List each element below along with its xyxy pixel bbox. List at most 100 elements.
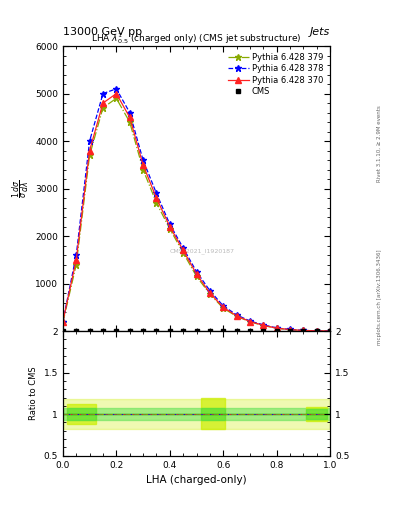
Line: CMS: CMS [61, 329, 332, 333]
X-axis label: LHA (charged-only): LHA (charged-only) [146, 475, 247, 485]
CMS [194, 328, 199, 334]
CMS [74, 328, 79, 334]
Pythia 6.428 378 [61, 318, 65, 325]
Pythia 6.428 379 [274, 325, 279, 331]
Pythia 6.428 379 [221, 305, 226, 311]
Y-axis label: Ratio to CMS: Ratio to CMS [29, 367, 38, 420]
Pythia 6.428 370 [154, 195, 159, 201]
Pythia 6.428 378 [248, 318, 252, 324]
Legend: Pythia 6.428 379, Pythia 6.428 378, Pythia 6.428 370, CMS: Pythia 6.428 379, Pythia 6.428 378, Pyth… [225, 50, 326, 99]
Pythia 6.428 378 [127, 110, 132, 116]
Pythia 6.428 370 [208, 290, 212, 296]
Pythia 6.428 378 [234, 312, 239, 318]
Pythia 6.428 379 [328, 328, 332, 334]
Pythia 6.428 378 [101, 91, 105, 97]
Text: 13000 GeV pp: 13000 GeV pp [63, 27, 142, 37]
Pythia 6.428 370 [181, 247, 185, 253]
Pythia 6.428 378 [141, 157, 145, 163]
Pythia 6.428 379 [101, 105, 105, 111]
CMS [221, 328, 226, 334]
CMS [274, 328, 279, 334]
Pythia 6.428 379 [167, 226, 172, 232]
Pythia 6.428 378 [87, 138, 92, 144]
Pythia 6.428 378 [167, 221, 172, 227]
CMS [114, 328, 119, 334]
CMS [208, 328, 212, 334]
Bar [67, 404, 96, 424]
Pythia 6.428 379 [181, 249, 185, 255]
Pythia 6.428 379 [154, 200, 159, 206]
CMS [234, 328, 239, 334]
Pythia 6.428 379 [194, 273, 199, 280]
Pythia 6.428 378 [221, 303, 226, 309]
Pythia 6.428 379 [248, 318, 252, 325]
Pythia 6.428 379 [208, 291, 212, 297]
CMS [141, 328, 145, 334]
Pythia 6.428 379 [61, 319, 65, 326]
CMS [181, 328, 185, 334]
CMS [314, 328, 319, 334]
CMS [301, 328, 306, 334]
CMS [154, 328, 159, 334]
Bar [67, 408, 96, 420]
Pythia 6.428 379 [234, 313, 239, 319]
Pythia 6.428 379 [87, 152, 92, 158]
CMS [261, 328, 266, 334]
Pythia 6.428 370 [314, 328, 319, 334]
Pythia 6.428 370 [288, 327, 292, 333]
Pythia 6.428 379 [141, 166, 145, 173]
Text: mcplots.cern.ch [arXiv:1306.3436]: mcplots.cern.ch [arXiv:1306.3436] [377, 249, 382, 345]
Pythia 6.428 378 [328, 328, 332, 334]
Pythia 6.428 378 [314, 328, 319, 334]
Pythia 6.428 379 [314, 328, 319, 334]
Pythia 6.428 379 [301, 328, 306, 334]
Pythia 6.428 379 [288, 327, 292, 333]
Pythia 6.428 370 [274, 325, 279, 331]
Pythia 6.428 370 [61, 318, 65, 325]
Pythia 6.428 370 [114, 91, 119, 97]
Pythia 6.428 370 [87, 147, 92, 154]
Pythia 6.428 378 [274, 325, 279, 331]
Text: Jets: Jets [310, 27, 330, 37]
Line: Pythia 6.428 378: Pythia 6.428 378 [60, 86, 333, 334]
Line: Pythia 6.428 370: Pythia 6.428 370 [60, 91, 333, 334]
Bar [306, 408, 327, 421]
Text: CMS_2021_I1920187: CMS_2021_I1920187 [169, 248, 234, 254]
Bar [63, 399, 330, 429]
Pythia 6.428 378 [194, 269, 199, 275]
CMS [61, 328, 65, 334]
Title: LHA $\lambda^1_{0.5}$ (charged only) (CMS jet substructure): LHA $\lambda^1_{0.5}$ (charged only) (CM… [91, 31, 302, 46]
Bar [63, 408, 330, 420]
Pythia 6.428 370 [328, 328, 332, 334]
Pythia 6.428 378 [261, 322, 266, 328]
Pythia 6.428 370 [234, 313, 239, 319]
Pythia 6.428 370 [261, 322, 266, 328]
Pythia 6.428 370 [248, 318, 252, 325]
Pythia 6.428 370 [221, 304, 226, 310]
CMS [328, 328, 332, 334]
CMS [101, 328, 105, 334]
Pythia 6.428 378 [208, 288, 212, 294]
Bar [306, 409, 327, 419]
Pythia 6.428 370 [101, 100, 105, 106]
Pythia 6.428 370 [167, 223, 172, 229]
Pythia 6.428 379 [114, 95, 119, 101]
CMS [127, 328, 132, 334]
CMS [248, 328, 252, 334]
Pythia 6.428 378 [74, 252, 79, 258]
Pythia 6.428 370 [141, 162, 145, 168]
Pythia 6.428 379 [74, 262, 79, 268]
Pythia 6.428 379 [261, 323, 266, 329]
Line: Pythia 6.428 379: Pythia 6.428 379 [60, 95, 333, 334]
Pythia 6.428 370 [74, 257, 79, 263]
Text: Rivet 3.1.10, ≥ 2.9M events: Rivet 3.1.10, ≥ 2.9M events [377, 105, 382, 182]
Pythia 6.428 379 [127, 119, 132, 125]
Pythia 6.428 378 [301, 327, 306, 333]
Pythia 6.428 370 [301, 327, 306, 333]
CMS [87, 328, 92, 334]
Pythia 6.428 370 [127, 114, 132, 120]
Bar [200, 408, 224, 420]
Pythia 6.428 370 [194, 271, 199, 277]
Pythia 6.428 378 [154, 190, 159, 197]
Pythia 6.428 378 [181, 245, 185, 251]
